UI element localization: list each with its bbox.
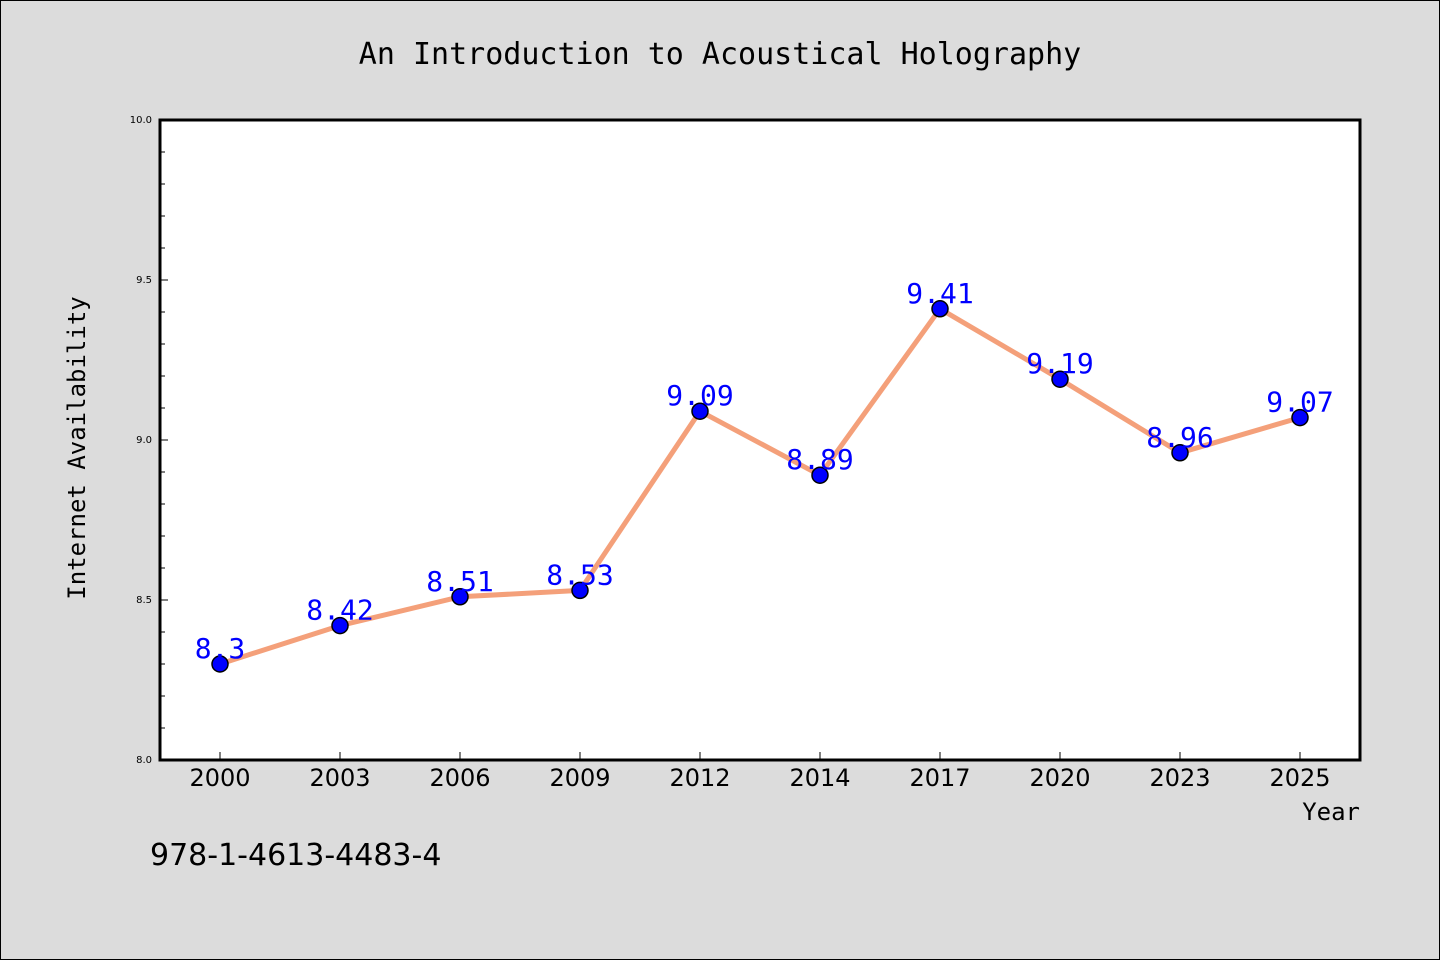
y-tick-label: 9.0 xyxy=(136,435,152,446)
y-tick-label: 10.0 xyxy=(130,115,152,126)
x-axis-ticks: 2000 2003 2006 2009 2012 2014 2017 2020 2023 2025 xyxy=(189,752,1331,792)
data-label: 9.09 xyxy=(666,379,733,412)
data-point xyxy=(1291,408,1309,427)
data-point xyxy=(931,300,949,318)
data-point xyxy=(691,402,709,420)
data-point xyxy=(451,588,469,606)
data-point xyxy=(331,616,349,635)
x-tick-label: 2009 xyxy=(549,764,610,792)
y-axis-ticks: 8.0 8.5 9.0 9.5 10.0 xyxy=(130,115,168,766)
y-tick-label: 9.5 xyxy=(136,275,152,286)
x-tick-label: 2025 xyxy=(1269,764,1330,792)
y-tick-label: 8.5 xyxy=(136,595,152,606)
data-label: 8.3 xyxy=(195,632,246,665)
data-label: 9.41 xyxy=(906,277,973,310)
series-line xyxy=(217,306,1303,667)
x-tick-label: 2023 xyxy=(1149,764,1210,792)
x-axis-label: Year xyxy=(1302,798,1360,826)
data-label: 8.96 xyxy=(1146,421,1213,454)
data-point xyxy=(211,655,229,673)
x-tick-label: 2020 xyxy=(1029,764,1090,792)
x-tick-label: 2017 xyxy=(909,764,970,792)
y-axis-label: Internet Availability xyxy=(63,296,91,599)
data-point xyxy=(571,581,589,600)
data-point xyxy=(1051,370,1069,388)
x-tick-label: 2012 xyxy=(669,764,730,792)
data-label: 8.89 xyxy=(786,443,853,476)
x-tick-label: 2003 xyxy=(309,764,370,792)
data-point xyxy=(1171,444,1189,462)
series-layer: 8.3 8.42 8.51 8.53 9.09 8.89 9.41 9.19 8.96 9.07 xyxy=(195,277,1334,673)
x-tick-label: 2000 xyxy=(189,764,250,792)
data-label: 8.53 xyxy=(546,558,613,591)
x-tick-label: 2014 xyxy=(789,764,850,792)
data-label: 8.42 xyxy=(306,594,373,627)
data-label: 8.51 xyxy=(426,565,493,598)
data-label: 9.07 xyxy=(1266,386,1333,419)
chart-title: An Introduction to Acoustical Holography xyxy=(359,37,1081,72)
data-point xyxy=(811,466,829,484)
footer-isbn: 978-1-4613-4483-4 xyxy=(150,838,441,873)
y-tick-label: 8.0 xyxy=(136,755,152,766)
x-tick-label: 2006 xyxy=(429,764,490,792)
data-label: 9.19 xyxy=(1026,347,1093,380)
